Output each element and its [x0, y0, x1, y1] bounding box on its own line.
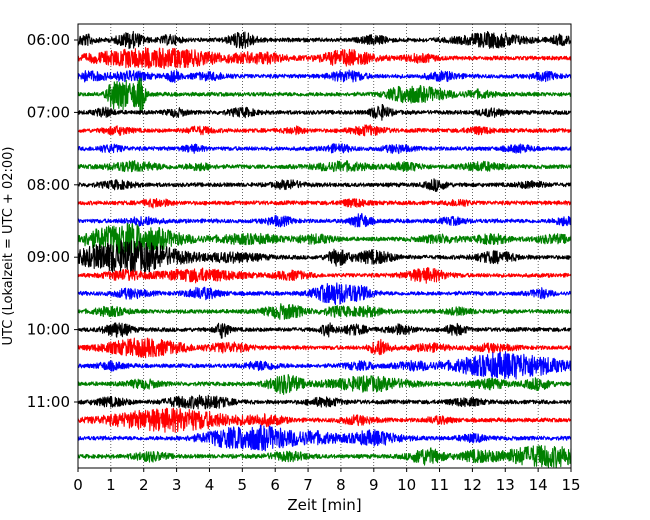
trace-0630: [77, 69, 572, 84]
trace-1100: [77, 394, 572, 410]
trace-0845: [77, 222, 572, 255]
y-axis: 06:00 07:00 08:00 09:00 10:00 11:00: [27, 31, 78, 411]
x-tick-label-7: 7: [303, 476, 313, 494]
trace-1145: [77, 445, 572, 468]
trace-1000: [77, 322, 572, 339]
y-tick-label-07:00: 07:00: [27, 103, 70, 121]
x-tick-label-12: 12: [463, 476, 482, 494]
y-tick-label-10:00: 10:00: [27, 321, 70, 339]
x-tick-label-3: 3: [172, 476, 182, 494]
trace-0900: [77, 240, 572, 275]
trace-1045: [77, 373, 572, 395]
x-tick-label-2: 2: [139, 476, 149, 494]
trace-0945: [77, 303, 572, 320]
trace-1030: [77, 351, 572, 380]
x-tick-label-15: 15: [561, 476, 580, 494]
x-tick-label-9: 9: [369, 476, 379, 494]
y-tick-label-08:00: 08:00: [27, 176, 70, 194]
trace-0830: [77, 212, 572, 228]
trace-1130: [77, 424, 572, 452]
trace-1115: [77, 407, 572, 433]
x-tick-label-11: 11: [430, 476, 449, 494]
trace-0930: [77, 282, 572, 305]
trace-0700: [77, 104, 572, 121]
x-tick-label-13: 13: [496, 476, 515, 494]
trace-0615: [77, 47, 572, 70]
trace-0730: [77, 143, 572, 155]
grid-lines: [110, 24, 539, 468]
plot-frame: [77, 23, 572, 469]
x-axis: 0 1 2 3 4 5 6 7 8 9 10 11 12 13 14 15: [73, 468, 581, 494]
x-tick-label-14: 14: [529, 476, 548, 494]
x-tick-label-4: 4: [205, 476, 215, 494]
x-tick-label-1: 1: [106, 476, 116, 494]
trace-0915: [77, 267, 572, 284]
x-tick-label-5: 5: [238, 476, 248, 494]
trace-0745: [77, 160, 572, 173]
x-tick-label-10: 10: [397, 476, 416, 494]
seismogram-traces: [77, 30, 572, 468]
x-axis-title: Zeit [min]: [287, 496, 361, 514]
y-tick-label-09:00: 09:00: [27, 248, 70, 266]
trace-1015: [77, 337, 572, 359]
trace-0815: [77, 198, 572, 209]
trace-0600: [77, 30, 572, 50]
x-tick-label-0: 0: [73, 476, 83, 494]
trace-0800: [77, 178, 572, 192]
y-axis-title: UTC (Lokalzeit = UTC + 02:00): [1, 147, 16, 346]
trace-0645: [77, 77, 572, 113]
y-tick-label-06:00: 06:00: [27, 31, 70, 49]
x-tick-label-6: 6: [270, 476, 280, 494]
trace-0715: [77, 124, 572, 137]
x-tick-label-8: 8: [336, 476, 346, 494]
y-tick-label-11:00: 11:00: [27, 393, 70, 411]
